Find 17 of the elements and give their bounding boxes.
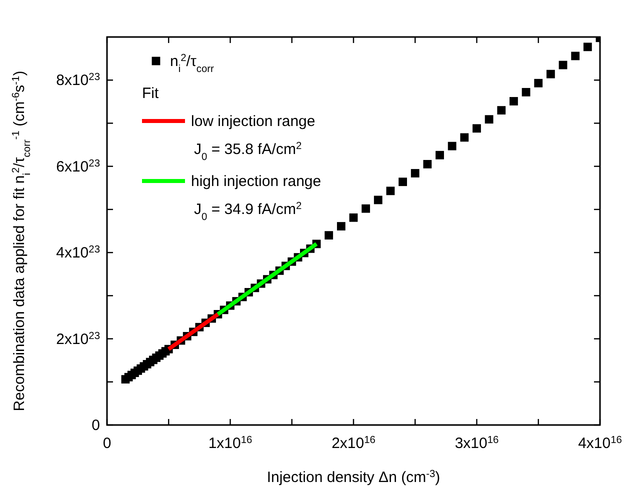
y-tick-label: 4x10$^{23}$ [56, 244, 100, 262]
y-tick-label: 2x10$^{23}$ [56, 330, 100, 348]
x-tick-label: 0 [102, 435, 112, 452]
annotation: J$_{0}$ = 35.8 fA/cm$^{2}$ [194, 140, 302, 162]
annotation: J$_{0}$ = 34.9 fA/cm$^{2}$ [194, 200, 302, 222]
x-tick-label: 2x10$^{16}$ [332, 434, 376, 452]
x-axis-title: Injection density Δn (cm$^{-3}$) [266, 468, 440, 486]
legend-label: n$_{i}$$^{2}$/τ$_{corr}$ [170, 52, 215, 74]
y-tick-label: 8x10$^{23}$ [56, 72, 100, 90]
y-tick-label: 0 [92, 417, 100, 434]
legend-title: Fit [142, 85, 160, 102]
x-tick-label: 4x10$^{16}$ [578, 434, 622, 452]
x-tick-label: 3x10$^{16}$ [454, 434, 500, 452]
legend-label: high injection range [191, 173, 322, 190]
y-tick-label: 6x10$^{23}$ [56, 158, 100, 176]
x-tick-label: 1x10$^{16}$ [208, 434, 253, 452]
legend-label: low injection range [191, 113, 316, 130]
